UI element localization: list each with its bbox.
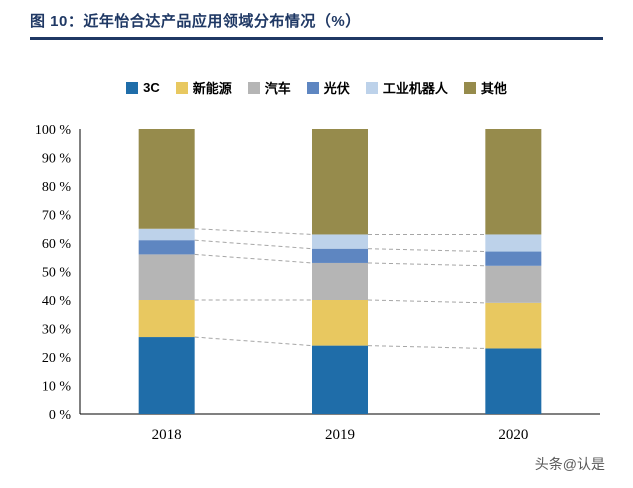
legend-swatch	[175, 81, 188, 94]
legend-label: 工业机器人	[382, 81, 448, 96]
bar-segment-2019-其他	[312, 129, 368, 235]
bar-segment-2018-新能源	[138, 300, 195, 338]
series-connector-line	[194, 228, 313, 235]
bar-segment-2020-新能源	[485, 302, 542, 349]
series-connector-line	[367, 299, 486, 304]
series-connector-line	[194, 336, 313, 347]
legend-label: 光伏	[323, 81, 350, 96]
legend-label: 新能源	[192, 81, 232, 96]
legend-item-新能源: 新能源	[175, 78, 232, 97]
series-connector-line	[367, 345, 486, 349]
y-tick-label: 30 %	[42, 323, 72, 338]
legend-item-工业机器人: 工业机器人	[365, 78, 448, 97]
chart-legend: 3C 新能源 汽车 光伏 工业机器人 其他	[0, 78, 633, 97]
x-tick-label: 2020	[498, 427, 528, 443]
y-tick-label: 80 %	[42, 180, 72, 195]
legend-swatch	[365, 81, 378, 94]
series-connector-line	[367, 248, 486, 253]
legend-swatch	[247, 81, 260, 94]
y-tick-label: 70 %	[42, 209, 72, 224]
legend-item-其他: 其他	[463, 78, 507, 97]
legend-label: 其他	[480, 81, 507, 96]
x-tick-label: 2019	[325, 427, 355, 443]
y-tick-label: 20 %	[42, 351, 72, 366]
bar-segment-2018-其他	[138, 129, 195, 229]
legend-item-光伏: 光伏	[306, 78, 350, 97]
title-divider	[30, 37, 603, 40]
series-connector-line	[194, 239, 313, 250]
bar-segment-2018-光伏	[138, 240, 195, 255]
bar-segment-2018-3C	[138, 337, 195, 414]
figure-header: 图 10：近年怡合达产品应用领域分布情况（%）	[0, 0, 633, 31]
y-tick-label: 50 %	[42, 266, 72, 281]
bar-segment-2018-工业机器人	[138, 228, 195, 241]
bar-segment-2019-3C	[312, 345, 368, 414]
legend-swatch	[463, 81, 476, 94]
y-tick-label: 10 %	[42, 380, 72, 395]
y-tick-label: 60 %	[42, 237, 72, 252]
stacked-bar-chart: 0 % 10 % 20 % 30 % 40 % 50 % 60 % 70 % 80 % 90 % 1…	[35, 123, 600, 443]
y-tick-label: 0 %	[49, 408, 72, 423]
legend-item-汽车: 汽车	[247, 78, 291, 97]
chart-area: 0 % 10 % 20 % 30 % 40 % 50 % 60 % 70 % 80 % 90 % 1…	[0, 109, 633, 454]
watermark: 头条@认是	[534, 456, 605, 472]
legend-label: 3C	[143, 80, 160, 95]
bar-segment-2018-汽车	[138, 254, 195, 300]
y-tick-label: 40 %	[42, 294, 72, 309]
bar-segment-2020-汽车	[485, 265, 542, 303]
y-tick-label: 90 %	[42, 152, 72, 167]
bar-segment-2020-其他	[485, 129, 542, 235]
legend-swatch	[126, 81, 139, 94]
bar-segment-2019-光伏	[312, 248, 368, 263]
series-connector-line	[367, 262, 486, 267]
x-tick-label: 2018	[152, 427, 182, 443]
bar-segment-2019-汽车	[312, 262, 368, 300]
legend-label: 汽车	[264, 81, 291, 96]
series-connector-line	[194, 253, 313, 264]
y-tick-label: 100 %	[35, 123, 72, 138]
legend-swatch	[306, 81, 319, 94]
bar-segment-2020-工业机器人	[485, 234, 542, 252]
bar-segment-2020-3C	[485, 348, 542, 414]
bar-segment-2020-光伏	[485, 251, 542, 266]
bar-segment-2019-工业机器人	[312, 234, 368, 249]
legend-item-3C: 3C	[126, 80, 160, 95]
figure-title: 图 10：近年怡合达产品应用领域分布情况（%）	[30, 13, 361, 30]
bar-segment-2019-新能源	[312, 300, 368, 346]
